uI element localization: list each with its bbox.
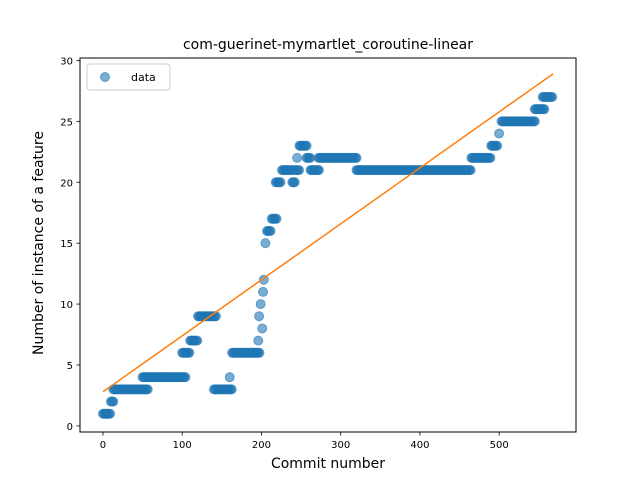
data-point <box>539 104 550 115</box>
data-point <box>108 396 119 407</box>
legend-box <box>86 63 171 91</box>
y-tick-label: 20 <box>60 178 73 189</box>
data-point <box>494 128 505 139</box>
chart-title: com-guerinet-mymartlet_coroutine-linear <box>183 37 473 53</box>
data-point <box>258 286 269 297</box>
y-tick-label: 10 <box>60 300 73 311</box>
x-tick-label: 100 <box>173 440 192 451</box>
x-axis-label: Commit number <box>271 456 385 472</box>
data-point <box>485 152 496 163</box>
data-point <box>265 225 276 236</box>
data-point <box>465 165 476 176</box>
data-point <box>142 384 153 395</box>
x-tick-label: 400 <box>410 440 429 451</box>
x-axis-ticks: 0 100 200 300 400 500 <box>100 432 509 451</box>
legend-label-data: data <box>131 71 156 84</box>
data-point <box>305 152 316 163</box>
data-point <box>547 91 558 102</box>
data-point <box>292 152 303 163</box>
legend: data <box>86 63 171 91</box>
data-point <box>529 116 540 127</box>
data-point <box>192 335 203 346</box>
y-tick-label: 25 <box>60 117 73 128</box>
data-point <box>260 238 271 249</box>
data-point <box>254 347 265 358</box>
data-point <box>301 140 312 151</box>
data-point <box>226 384 237 395</box>
y-tick-label: 30 <box>60 56 73 67</box>
x-tick-label: 0 <box>100 440 106 451</box>
fit-line <box>102 73 554 393</box>
data-point <box>275 177 286 188</box>
data-point <box>210 311 221 322</box>
data-point <box>492 140 503 151</box>
plot-marks <box>97 73 558 419</box>
x-tick-label: 500 <box>490 440 509 451</box>
y-tick-label: 0 <box>67 422 73 433</box>
y-axis-label: Number of instance of a feature <box>31 131 47 355</box>
data-point <box>224 372 235 383</box>
data-point <box>254 311 265 322</box>
x-tick-label: 300 <box>331 440 350 451</box>
data-point <box>289 177 300 188</box>
data-point <box>313 165 324 176</box>
y-axis-ticks: 0 5 10 15 20 25 30 <box>60 56 80 433</box>
data-point <box>351 152 362 163</box>
y-tick-label: 5 <box>67 361 73 372</box>
legend-marker-data <box>100 72 110 82</box>
y-tick-label: 15 <box>60 239 73 250</box>
plot-frame <box>79 57 577 433</box>
data-point <box>184 347 195 358</box>
x-tick-label: 200 <box>252 440 271 451</box>
data-point <box>271 213 282 224</box>
data-point <box>257 323 268 334</box>
data-point <box>255 299 266 310</box>
data-point <box>180 372 191 383</box>
data-point <box>253 335 264 346</box>
data-point <box>105 408 116 419</box>
data-point <box>294 165 305 176</box>
